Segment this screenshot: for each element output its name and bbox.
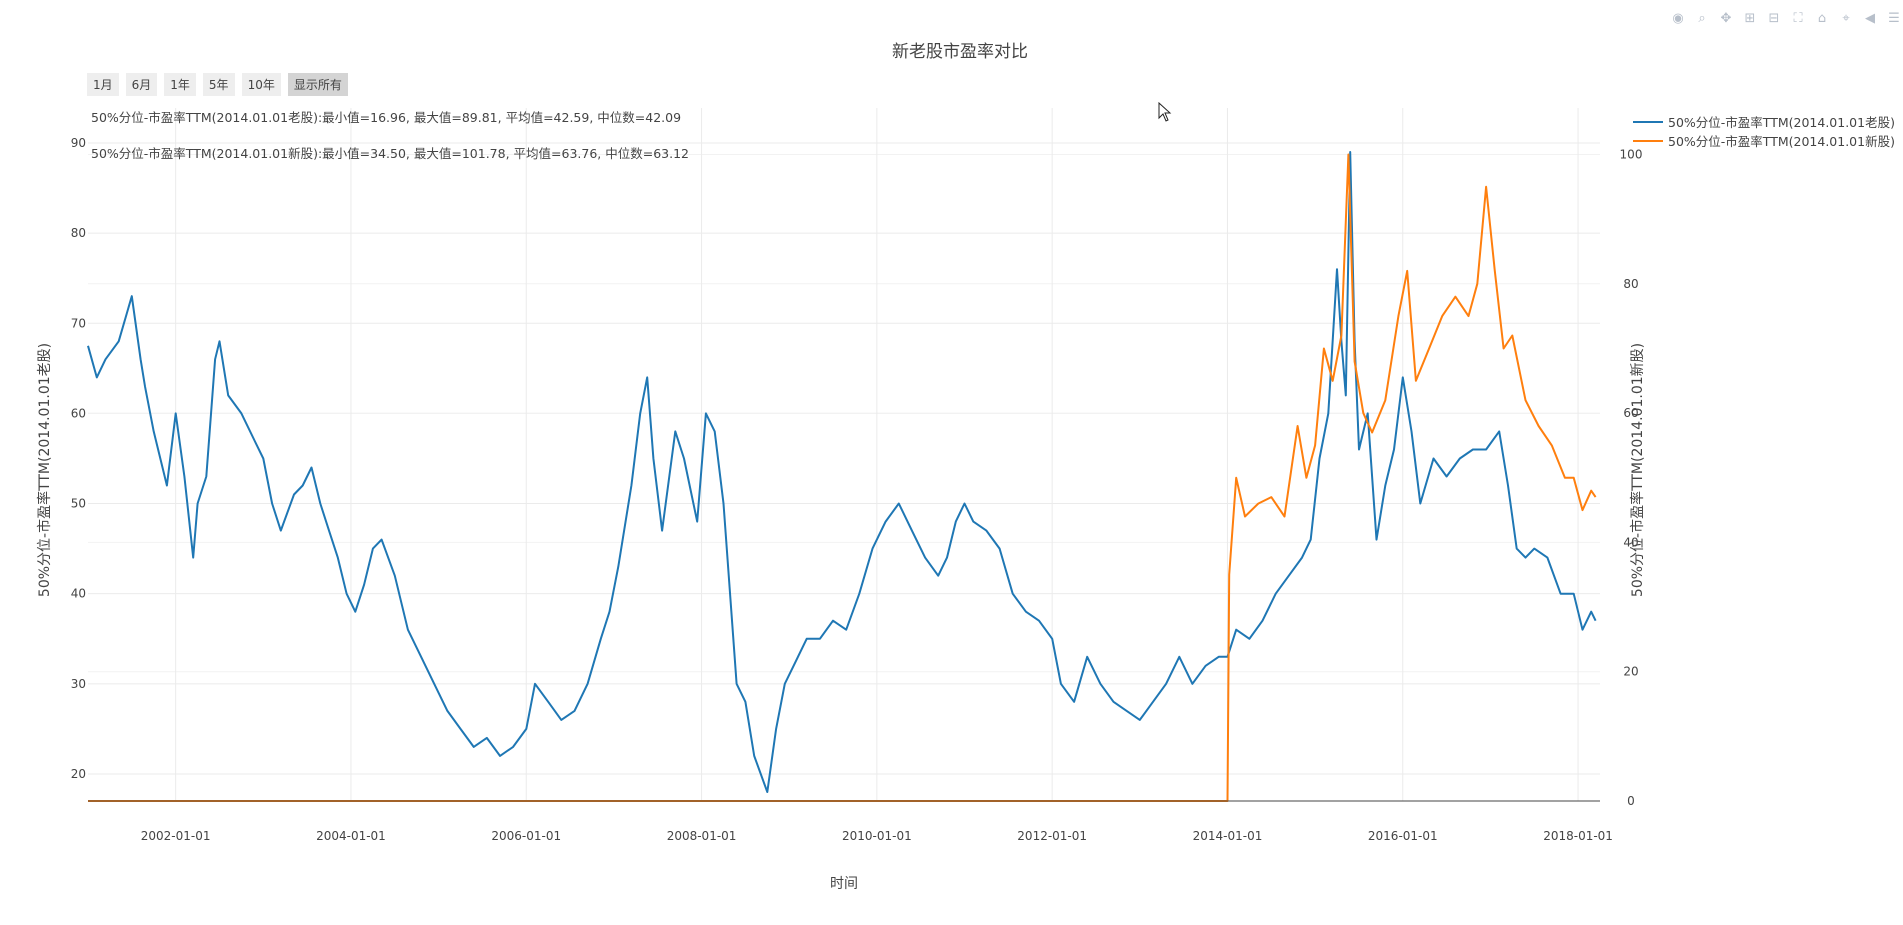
zoom-icon[interactable]: ⌕ [1698,11,1706,26]
home-icon[interactable]: ⌂ [1817,11,1827,26]
legend-item-old[interactable]: 50%分位-市盈率TTM(2014.01.01老股) [1633,115,1895,130]
x-tick-label: 2010-01-01 [842,829,912,843]
x-tick-label: 2012-01-01 [1017,829,1087,843]
legend: 50%分位-市盈率TTM(2014.01.01老股) 50%分位-市盈率TTM(… [1633,115,1895,149]
chart-title: 新老股市盈率对比 [892,42,1028,62]
mouse-cursor-icon [1158,102,1172,122]
x-tick-label: 2004-01-01 [316,829,386,843]
y-left-tick-label: 70 [71,316,86,330]
range-button-6m[interactable]: 6月 [125,73,158,96]
series-layer [87,151,1597,802]
x-tick-label: 2016-01-01 [1368,829,1438,843]
zoom-in-icon[interactable]: ⊞ [1744,11,1756,26]
legend-label-old: 50%分位-市盈率TTM(2014.01.01老股) [1668,115,1895,130]
pan-icon[interactable]: ✥ [1720,11,1732,26]
grid-lines [88,108,1600,802]
legend-item-new[interactable]: 50%分位-市盈率TTM(2014.01.01新股) [1633,134,1895,149]
x-tick-label: 2002-01-01 [141,829,211,843]
x-tick-label: 2018-01-01 [1543,829,1613,843]
y-right-tick-label: 40 [1623,535,1638,549]
y-left-tick-label: 80 [71,226,86,240]
series-line-0 [87,151,1597,793]
y-axis-right-title: 50%分位-市盈率TTM(2014.01.01新股) [1629,343,1646,597]
hover-closest-icon[interactable]: ◀ [1865,11,1875,26]
x-tick-label: 2008-01-01 [667,829,737,843]
y-right-tick-label: 100 [1620,148,1643,162]
annotation-old-stats: 50%分位-市盈率TTM(2014.01.01老股):最小值=16.96, 最大… [91,110,681,125]
y-left-tick-label: 40 [71,587,86,601]
hover-compare-icon[interactable]: ☰ [1888,11,1900,26]
range-button-1y[interactable]: 1年 [164,73,196,96]
y-left-tick-label: 60 [71,406,86,420]
y-right-tick-label: 60 [1623,406,1638,420]
y-right-tick-label: 80 [1623,277,1638,291]
y-left-tick-label: 50 [71,497,86,511]
y-left-tick-label: 30 [71,677,86,691]
range-button-1m[interactable]: 1月 [87,73,119,96]
axes: 20 30 40 50 60 70 80 90 0 20 40 60 80 100 2002-01-01 20… [71,136,1643,843]
zoom-out-icon[interactable]: ⊟ [1768,11,1780,26]
y-right-tick-label: 0 [1627,794,1635,808]
spike-lines-icon[interactable]: ⌖ [1842,11,1850,26]
autoscale-icon[interactable]: ⛶ [1793,11,1803,26]
y-left-tick-label: 20 [71,767,86,781]
x-tick-label: 2006-01-01 [491,829,561,843]
x-tick-label: 2014-01-01 [1193,829,1263,843]
range-button-5y[interactable]: 5年 [202,73,235,96]
legend-label-new: 50%分位-市盈率TTM(2014.01.01新股) [1668,134,1895,149]
range-button-all[interactable]: 显示所有 [287,73,348,96]
y-right-tick-label: 20 [1623,665,1638,679]
y-axis-left-title: 50%分位-市盈率TTM(2014.01.01老股) [36,343,53,597]
range-button-10y[interactable]: 10年 [241,73,281,96]
annotation-new-stats: 50%分位-市盈率TTM(2014.01.01新股):最小值=34.50, 最大… [91,146,689,161]
range-selector: 1月 6月 1年 5年 10年 显示所有 [87,73,348,96]
x-axis-title: 时间 [830,876,858,892]
y-left-tick-label: 90 [71,136,86,150]
modebar: ◉ ⌕ ✥ ⊞ ⊟ ⛶ ⌂ ⌖ ◀ ☰ [1669,10,1903,28]
camera-icon[interactable]: ◉ [1672,11,1684,26]
series-line-1 [88,153,1597,802]
